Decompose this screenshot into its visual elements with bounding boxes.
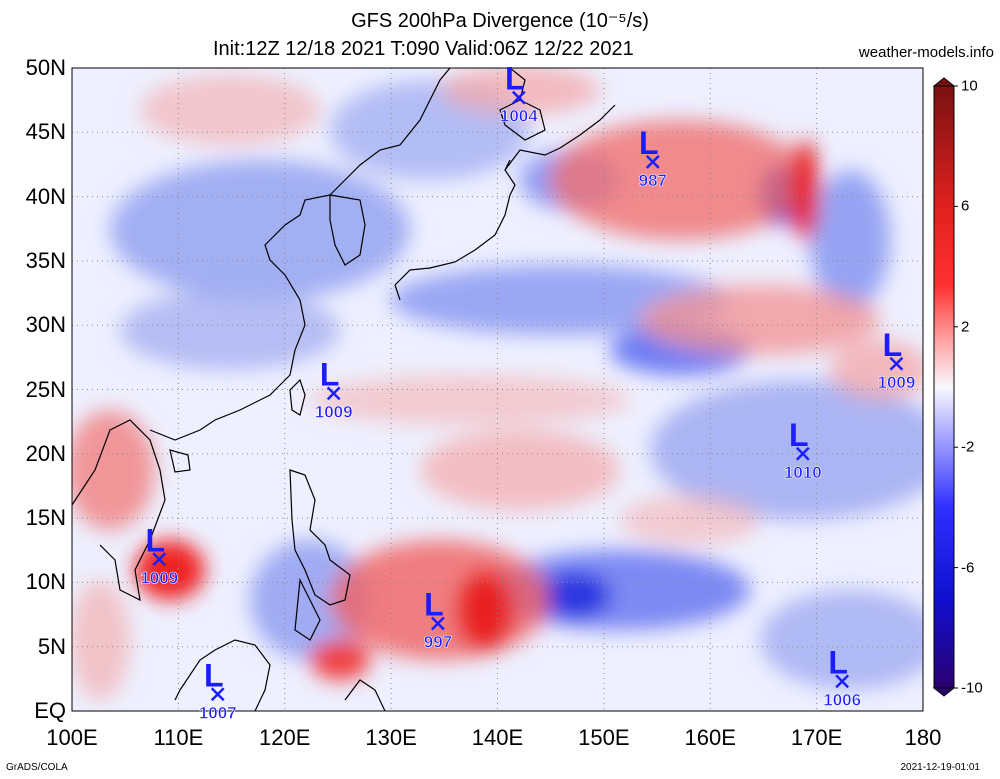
low-pressure-value: 1009	[315, 402, 353, 421]
lon-tick-label: 150E	[578, 725, 630, 750]
colorbar	[932, 77, 958, 697]
lon-tick-label: 140E	[471, 725, 524, 750]
colorbar-tick-label: -2	[961, 438, 975, 456]
lat-tick-label: 30N	[25, 312, 66, 338]
low-center-cross	[210, 687, 225, 702]
lon-tick-label: 110E	[153, 725, 204, 750]
low-center-cross	[431, 616, 445, 631]
low-pressure-value: 997	[424, 633, 452, 652]
low-center-cross	[889, 356, 904, 371]
low-pressure-marker: L 1010	[784, 417, 822, 482]
low-pressure-marker: L 1009	[877, 327, 915, 392]
low-center-cross	[795, 446, 810, 461]
colorbar-tick-label: 6	[961, 197, 970, 215]
lat-tick-label: 5N	[37, 633, 66, 659]
lon-tick-label: 130E	[365, 725, 417, 750]
colorbar-tick-label: 10	[961, 77, 978, 95]
low-pressure-value: 1009	[877, 373, 915, 392]
map-subtitle: Init:12Z 12/18 2021 T:090 Valid:06Z 12/2…	[213, 38, 634, 60]
low-pressure-marker: L 1009	[314, 356, 353, 421]
low-center-cross	[835, 674, 850, 689]
map-title: GFS 200hPa Divergence (10⁻⁵/s)	[351, 10, 649, 32]
divergence-field	[72, 68, 923, 711]
low-pressure-marker: L 1006	[823, 644, 861, 709]
low-center-cross	[326, 386, 341, 401]
lat-tick-label: 10N	[25, 569, 66, 595]
colorbar-tick-label: 2	[961, 318, 970, 336]
lat-lon-grid	[72, 68, 923, 711]
low-center-cross	[645, 154, 660, 169]
low-pressure-value: 1004	[500, 107, 538, 126]
low-symbol: L	[639, 125, 659, 161]
low-pressure-value: 1006	[823, 690, 861, 709]
low-center-cross	[152, 552, 167, 567]
colorbar-tick-label: -6	[961, 559, 975, 577]
pressure-lows: L 1004 L 987 L 1009 L 1009 L 1010 L 1009 L 997 L 1006 L 1…	[140, 61, 916, 723]
colorbar-tick-label: -10	[961, 679, 983, 697]
lat-tick-label: EQ	[34, 698, 66, 723]
low-symbol: L	[145, 522, 165, 558]
lon-tick-label: 180	[904, 725, 942, 750]
low-pressure-marker: L 1007	[199, 657, 237, 722]
lon-tick-label: 100E	[46, 725, 98, 750]
lon-tick-label: 170E	[790, 725, 843, 750]
low-pressure-marker: L 997	[423, 587, 452, 652]
low-pressure-marker: L 987	[638, 125, 667, 190]
footer-timestamp: 2021-12-19-01:01	[900, 762, 980, 773]
lat-tick-label: 20N	[25, 440, 66, 466]
low-symbol: L	[320, 356, 340, 392]
lat-tick-label: 15N	[25, 505, 66, 531]
low-pressure-value: 987	[639, 171, 667, 190]
low-symbol: L	[883, 327, 903, 363]
coastline	[72, 68, 616, 711]
low-symbol: L	[789, 417, 809, 453]
lon-tick-label: 160E	[684, 725, 736, 750]
low-pressure-value: 1007	[199, 703, 237, 722]
lat-tick-label: 25N	[25, 376, 66, 402]
footer-software: GrADS/COLA	[6, 762, 68, 773]
low-symbol: L	[505, 61, 525, 97]
low-pressure-value: 1009	[140, 568, 178, 587]
lat-tick-label: 50N	[25, 55, 66, 80]
lat-tick-label: 40N	[25, 183, 66, 209]
low-pressure-value: 1010	[784, 463, 822, 482]
lon-tick-label: 120E	[259, 725, 311, 750]
low-pressure-marker: L 1004	[500, 61, 539, 126]
low-symbol: L	[204, 657, 224, 693]
lat-tick-label: 45N	[25, 119, 66, 145]
low-center-cross	[511, 90, 526, 105]
plot-frame	[71, 67, 924, 712]
brand-label: weather-models.info	[858, 44, 994, 61]
low-symbol: L	[828, 644, 848, 680]
lat-tick-label: 35N	[25, 247, 66, 273]
low-pressure-marker: L 1009	[140, 522, 178, 587]
low-symbol: L	[424, 587, 444, 623]
